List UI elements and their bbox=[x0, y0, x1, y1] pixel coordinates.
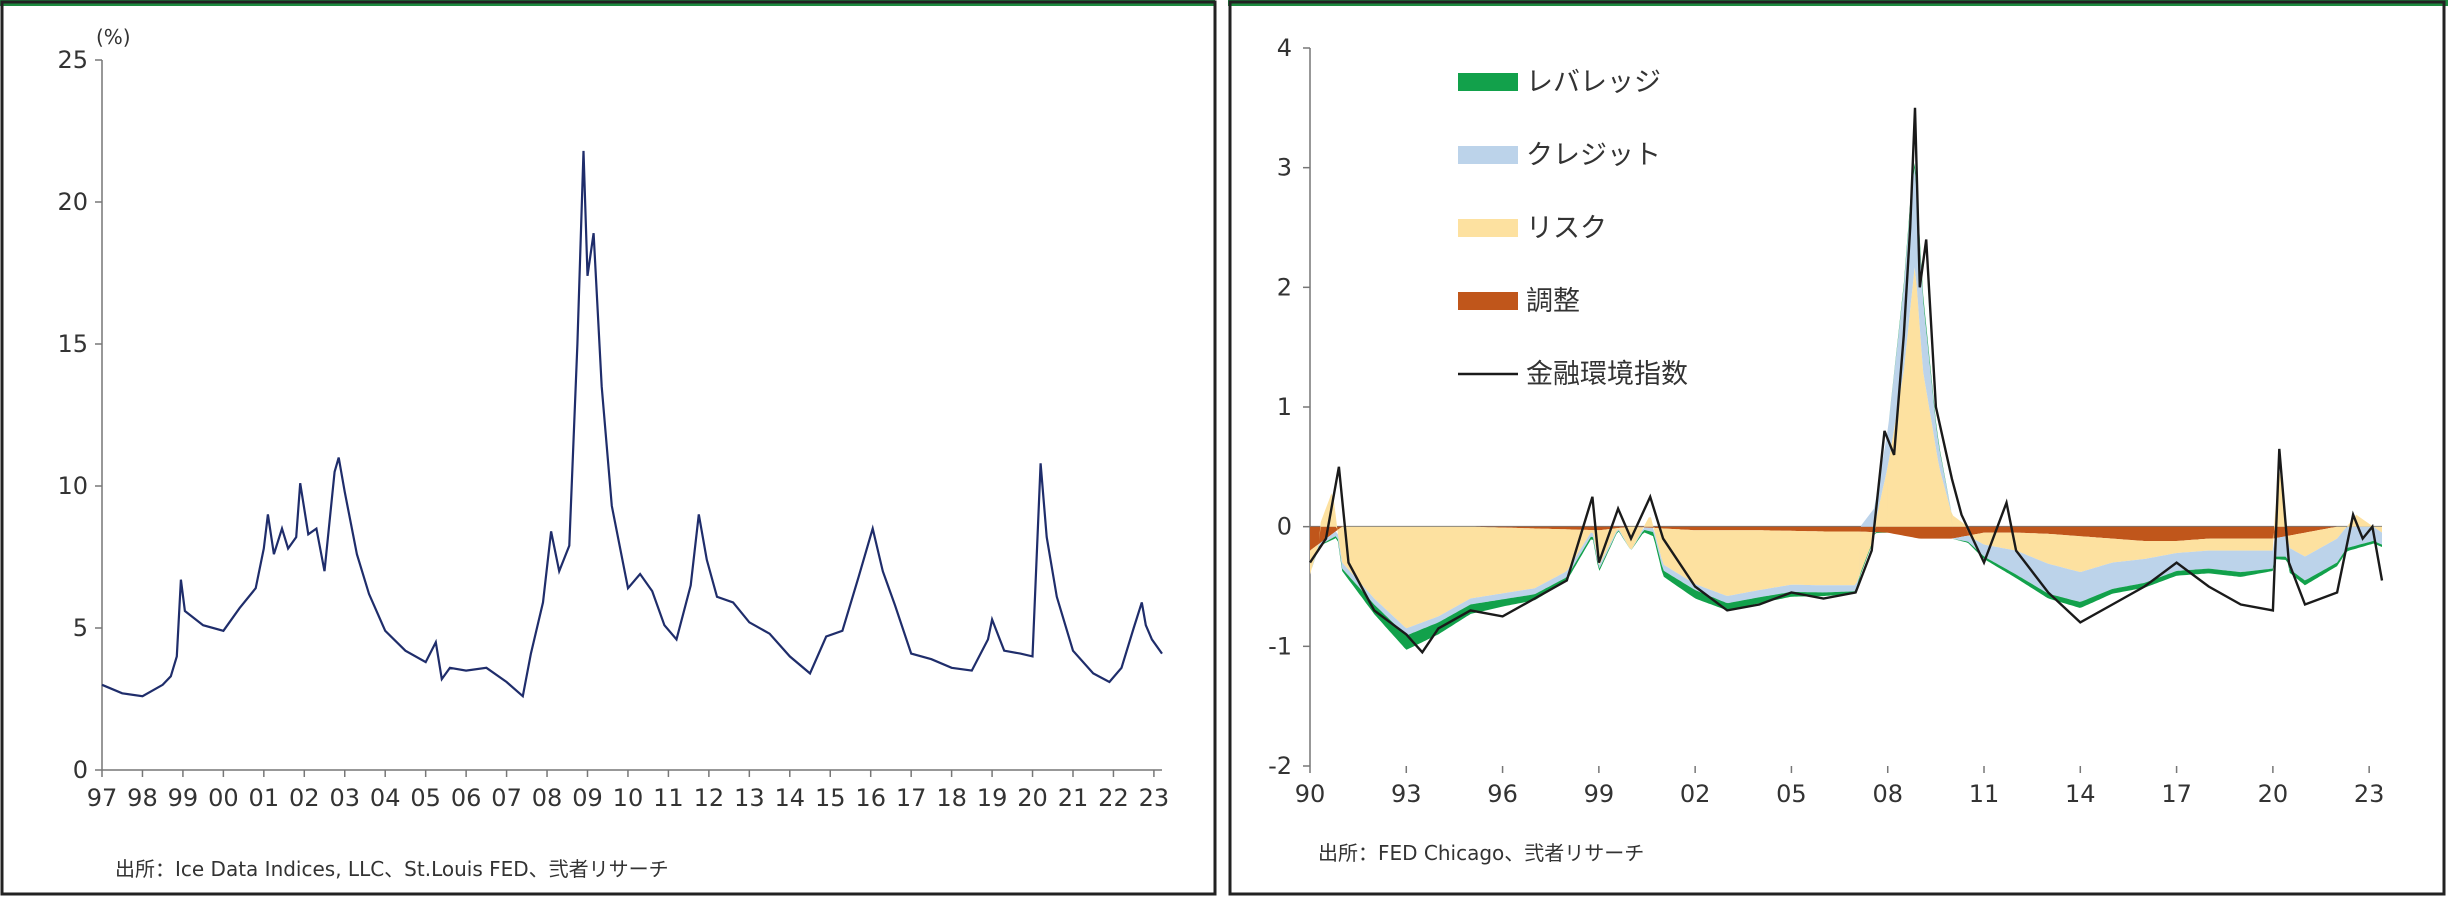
left-x-tick-label: 19 bbox=[977, 784, 1008, 812]
left-x-tick-label: 98 bbox=[127, 784, 158, 812]
legend-label-リスク: リスク bbox=[1526, 213, 1607, 244]
legend-swatch-レバレッジ bbox=[1458, 73, 1518, 91]
right-panel-frame bbox=[1228, 0, 2446, 896]
legend-label-金融環境指数: 金融環境指数 bbox=[1526, 359, 1688, 390]
left-x-tick-label: 22 bbox=[1098, 784, 1129, 812]
left-x-tick-label: 06 bbox=[451, 784, 482, 812]
legend-swatch-調整 bbox=[1458, 292, 1518, 310]
left-panel-frame bbox=[0, 0, 1217, 896]
right-y-tick-label: -1 bbox=[1268, 632, 1292, 660]
left-x-tick-label: 14 bbox=[775, 784, 806, 812]
left-unit-label: (%) bbox=[96, 25, 131, 49]
left-y-tick-label: 5 bbox=[73, 614, 88, 642]
left-x-tick-label: 20 bbox=[1017, 784, 1048, 812]
right-x-tick-label: 05 bbox=[1776, 780, 1807, 808]
left-x-tick-label: 09 bbox=[572, 784, 603, 812]
right-x-tick-label: 08 bbox=[1872, 780, 1903, 808]
right-x-tick-label: 11 bbox=[1969, 780, 2000, 808]
right-x-tick-label: 20 bbox=[2258, 780, 2289, 808]
right-x-tick-label: 99 bbox=[1584, 780, 1615, 808]
left-y-tick-label: 20 bbox=[57, 188, 88, 216]
left-x-axis: 97 98 99 00 01 02 03 04 05 06 07 08 09 10 11 12 13 14 15 16… bbox=[87, 770, 1169, 812]
left-x-tick-label: 23 bbox=[1139, 784, 1170, 812]
left-x-tick-label: 08 bbox=[532, 784, 563, 812]
right-y-tick-label: -2 bbox=[1268, 752, 1292, 780]
right-y-tick-label: 1 bbox=[1277, 393, 1292, 421]
left-x-tick-label: 17 bbox=[896, 784, 927, 812]
left-y-tick-label: 15 bbox=[57, 330, 88, 358]
right-x-tick-label: 02 bbox=[1680, 780, 1711, 808]
right-x-tick-label: 14 bbox=[2065, 780, 2096, 808]
left-x-tick-label: 03 bbox=[329, 784, 360, 812]
right-x-tick-label: 93 bbox=[1391, 780, 1422, 808]
left-x-tick-label: 21 bbox=[1058, 784, 1089, 812]
right-x-tick-label: 17 bbox=[2161, 780, 2192, 808]
right-x-tick-label: 96 bbox=[1487, 780, 1518, 808]
right-area-調整 bbox=[1310, 526, 2382, 551]
left-x-tick-label: 16 bbox=[855, 784, 886, 812]
left-x-tick-label: 04 bbox=[370, 784, 401, 812]
legend-label-レバレッジ: レバレッジ bbox=[1526, 67, 1661, 98]
left-x-tick-label: 05 bbox=[410, 784, 441, 812]
legend-label-クレジット: クレジット bbox=[1526, 140, 1661, 171]
right-y-axis: -2 -1 0 1 2 3 4 bbox=[1268, 34, 1310, 780]
right-y-tick-label: 4 bbox=[1277, 34, 1292, 62]
right-series-line-金融環境指数 bbox=[1309, 107, 2384, 655]
legend-swatch-リスク bbox=[1458, 219, 1518, 237]
left-x-tick-label: 12 bbox=[694, 784, 725, 812]
left-y-tick-label: 0 bbox=[73, 756, 88, 784]
left-x-tick-label: 07 bbox=[491, 784, 522, 812]
left-x-tick-label: 15 bbox=[815, 784, 846, 812]
right-stacked-areas bbox=[1310, 162, 2382, 650]
right-y-tick-label: 3 bbox=[1277, 154, 1292, 182]
left-source-note: 出所：Ice Data Indices, LLC、St.Louis FED、弐者… bbox=[115, 857, 669, 881]
left-x-tick-label: 99 bbox=[168, 784, 199, 812]
left-x-tick-label: 10 bbox=[613, 784, 644, 812]
left-x-tick-label: 97 bbox=[87, 784, 118, 812]
left-series-line bbox=[101, 150, 1163, 699]
right-x-tick-label: 23 bbox=[2354, 780, 2385, 808]
left-x-tick-label: 11 bbox=[653, 784, 684, 812]
legend-swatch-クレジット bbox=[1458, 146, 1518, 164]
right-x-axis: 90 93 96 99 02 05 08 11 14 17 20 23 bbox=[1295, 766, 2385, 808]
right-area-リスク bbox=[1310, 267, 2382, 629]
left-y-axis: 0 5 10 15 20 25 bbox=[57, 46, 102, 784]
right-y-tick-label: 0 bbox=[1277, 513, 1292, 541]
left-x-tick-label: 00 bbox=[208, 784, 239, 812]
legend-label-調整: 調整 bbox=[1526, 286, 1580, 317]
left-x-tick-label: 01 bbox=[249, 784, 280, 812]
right-source-note: 出所：FED Chicago、弐者リサーチ bbox=[1318, 841, 1644, 865]
left-y-tick-label: 10 bbox=[57, 472, 88, 500]
left-x-tick-label: 18 bbox=[936, 784, 967, 812]
right-y-tick-label: 2 bbox=[1277, 273, 1292, 301]
left-x-tick-label: 13 bbox=[734, 784, 765, 812]
left-y-tick-label: 25 bbox=[57, 46, 88, 74]
left-x-tick-label: 02 bbox=[289, 784, 320, 812]
right-x-tick-label: 90 bbox=[1295, 780, 1326, 808]
